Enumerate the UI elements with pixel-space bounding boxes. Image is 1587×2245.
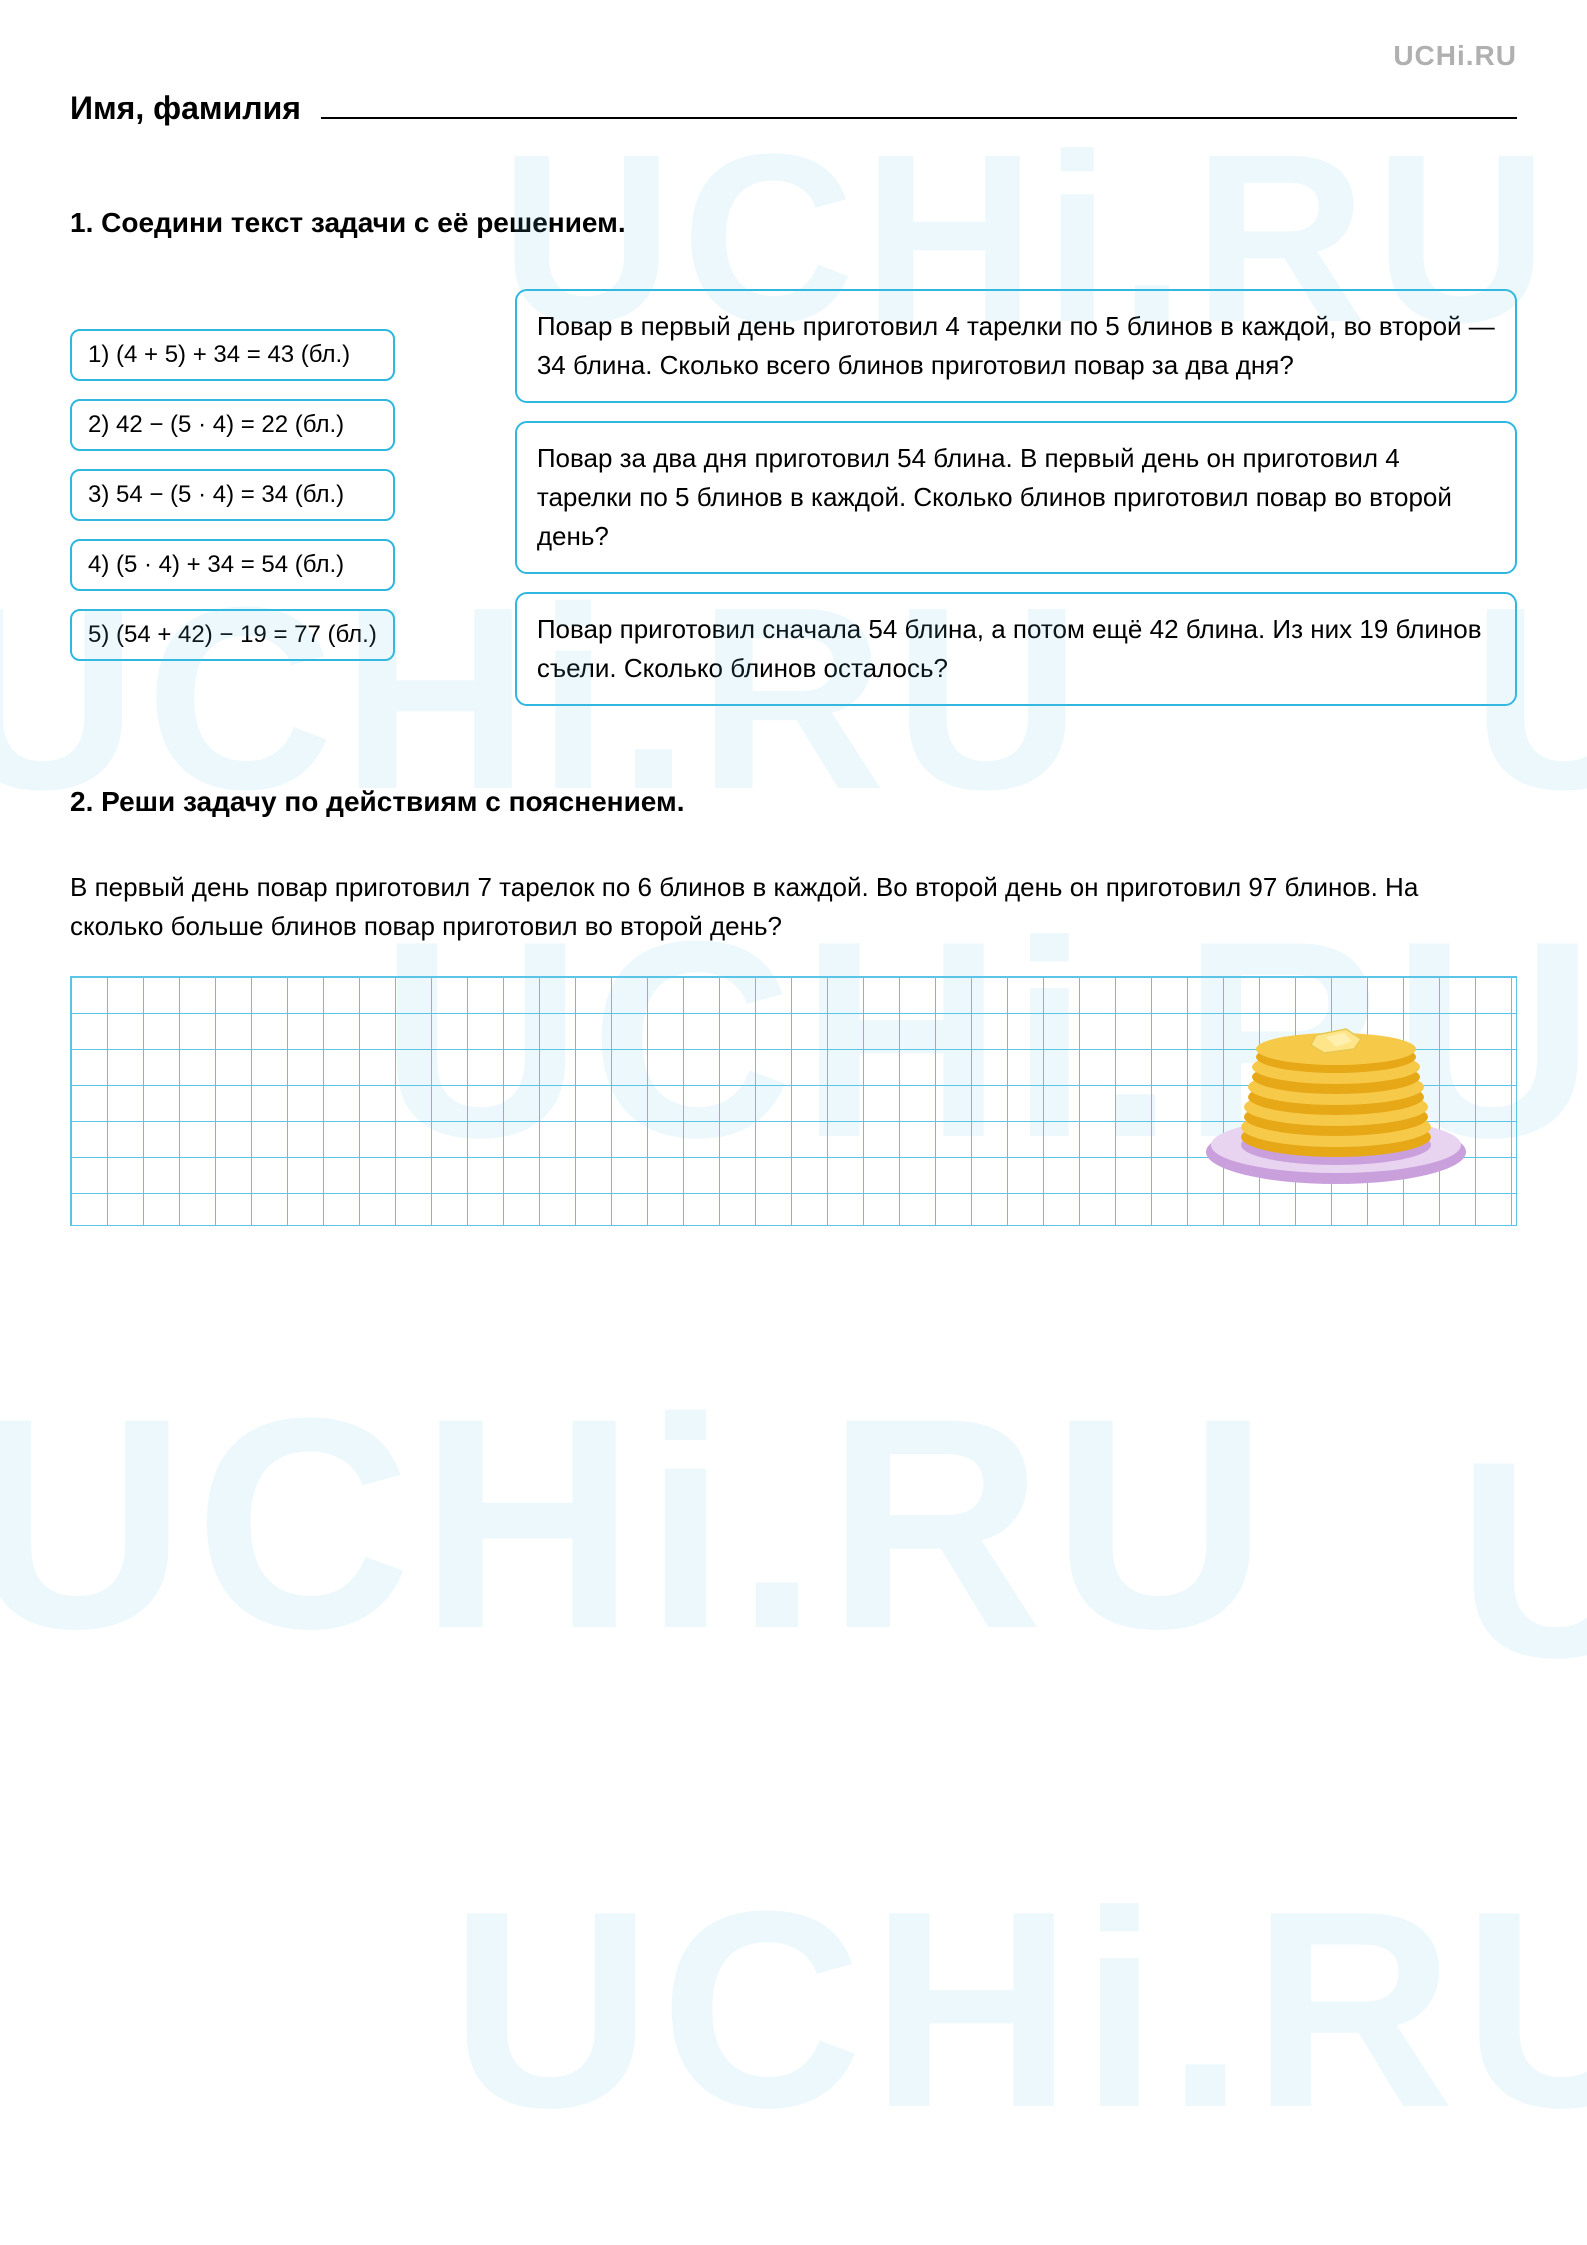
equation-option[interactable]: 2) 42 − (5 · 4) = 22 (бл.) — [70, 399, 395, 451]
watermark: UCHi.RU — [450, 1850, 1587, 2171]
name-label: Имя, фамилия — [70, 90, 301, 127]
equations-column: 1) (4 + 5) + 34 = 43 (бл.) 2) 42 − (5 · … — [70, 289, 395, 706]
problem-text[interactable]: Повар за два дня приготовил 54 блина. В … — [515, 421, 1517, 574]
watermark: UCHi.RU — [0, 1350, 1276, 1696]
equation-option[interactable]: 5) (54 + 42) − 19 = 77 (бл.) — [70, 609, 395, 661]
equation-option[interactable]: 4) (5 · 4) + 34 = 54 (бл.) — [70, 539, 395, 591]
name-underline[interactable] — [321, 117, 1517, 119]
equation-option[interactable]: 1) (4 + 5) + 34 = 43 (бл.) — [70, 329, 395, 381]
pancakes-illustration — [1196, 997, 1476, 1197]
task1-container: 1) (4 + 5) + 34 = 43 (бл.) 2) 42 − (5 · … — [70, 289, 1517, 706]
answer-grid[interactable] — [70, 976, 1517, 1226]
problem-text[interactable]: Повар в первый день приготовил 4 тарелки… — [515, 289, 1517, 403]
equation-option[interactable]: 3) 54 − (5 · 4) = 34 (бл.) — [70, 469, 395, 521]
watermark-letter: U — [1457, 1400, 1587, 1721]
task1-title: 1. Соедини текст задачи с её решением. — [70, 207, 1517, 239]
name-field-row: Имя, фамилия — [70, 90, 1517, 127]
problem-text[interactable]: Повар приготовил сначала 54 блина, а пот… — [515, 592, 1517, 706]
problems-column: Повар в первый день приготовил 4 тарелки… — [515, 289, 1517, 706]
task2-title: 2. Реши задачу по действиям с пояснением… — [70, 786, 1517, 818]
task2-problem-text: В первый день повар приготовил 7 тарелок… — [70, 868, 1517, 946]
site-logo: UCHi.RU — [1393, 40, 1517, 72]
